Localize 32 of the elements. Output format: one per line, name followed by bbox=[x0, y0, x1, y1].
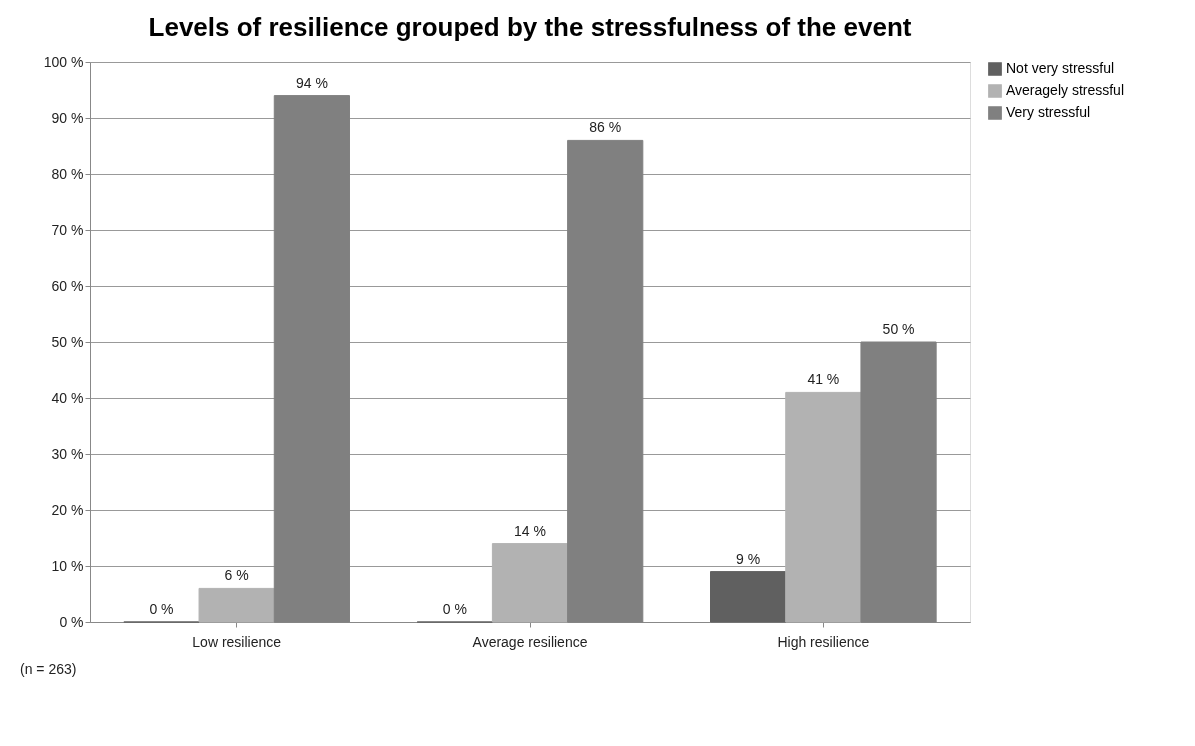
data-label: 6 % bbox=[224, 567, 249, 584]
data-label: 86 % bbox=[589, 119, 622, 136]
x-tick-label: Low resilience bbox=[192, 633, 282, 650]
y-tick-label: 40 % bbox=[51, 389, 84, 406]
bar bbox=[198, 587, 275, 623]
data-label: 50 % bbox=[882, 321, 915, 337]
text: (n = 263) bbox=[20, 661, 77, 677]
y-tick-label: 60 % bbox=[51, 277, 84, 294]
bar bbox=[785, 391, 862, 623]
bar bbox=[710, 571, 787, 623]
data-label: 94 % bbox=[295, 74, 328, 91]
y-tick-label: 100 % bbox=[43, 53, 84, 70]
y-tick-label: 50 % bbox=[51, 333, 84, 350]
data-label: 0 % bbox=[149, 601, 174, 617]
y-tick-label: 30 % bbox=[51, 445, 84, 462]
y-tick-label: 80 % bbox=[51, 165, 84, 182]
y-tick-label: 20 % bbox=[51, 501, 84, 518]
data-label: 0 % bbox=[442, 601, 467, 617]
data-label: 41 % bbox=[807, 371, 840, 388]
x-tick-label: High resilience bbox=[777, 633, 870, 650]
bar bbox=[491, 543, 569, 623]
x-tick-label: Average resilience bbox=[472, 633, 588, 650]
legend-label: Not very stressful bbox=[1006, 60, 1115, 76]
y-tick-label: 10 % bbox=[51, 557, 84, 574]
legend-label: Very stressful bbox=[1006, 104, 1091, 120]
data-label: 14 % bbox=[514, 522, 546, 539]
legend-label: Averagely stressful bbox=[1006, 82, 1125, 98]
chart-title: Levels of resilience grouped by the stressfulness of the event bbox=[148, 12, 912, 42]
data-label: 9 % bbox=[736, 550, 761, 567]
y-tick-label: 70 % bbox=[51, 221, 84, 238]
y-tick-label: 90 % bbox=[51, 109, 84, 126]
y-tick-label: 0 % bbox=[59, 613, 84, 630]
